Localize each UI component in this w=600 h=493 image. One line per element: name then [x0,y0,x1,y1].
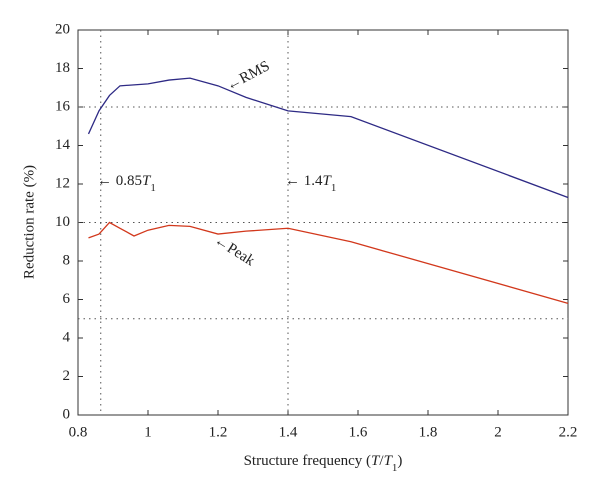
y-tick-label: 18 [55,60,70,76]
y-tick-label: 14 [55,137,71,153]
text-part: ← 0.85 [97,173,142,189]
text-part: ) [397,453,402,469]
plot-frame [77,29,569,416]
x-axis-label: Structure frequency (T/T1) [244,453,403,473]
line-series [88,221,569,304]
annotation: ← 1.4T1 [285,173,336,193]
text-part: T [371,453,381,469]
text-part: T [142,173,152,189]
x-tick-label: 1.8 [419,424,438,440]
text-part: T [323,173,333,189]
y-axis-label: Reduction rate (%) [21,165,37,279]
text-part: Structure frequency ( [244,453,371,469]
x-tick-label: 1 [144,424,152,440]
line-series [87,77,569,199]
y-tick-label: 0 [63,406,71,422]
y-tick-label: 20 [55,21,70,37]
y-tick-label: 12 [55,175,70,191]
y-tick-label: 2 [63,368,71,384]
annotation: ←Peak [211,233,257,270]
text-part: 1 [331,182,337,194]
x-tick-label: 2 [494,424,502,440]
y-tick-label: 16 [55,98,71,114]
text-part: 1 [392,462,398,474]
x-tick-label: 2.2 [559,424,578,440]
text-part: T [384,453,394,469]
y-tick-label: 4 [63,329,71,345]
annotation: ←RMS [224,59,273,95]
y-tick-label: 8 [63,252,71,268]
x-tick-label: 0.8 [69,424,88,440]
x-tick-label: 1.6 [349,424,368,440]
text-part: ←RMS [224,59,273,95]
x-tick-label: 1.4 [279,424,298,440]
text-part: / [379,453,384,469]
x-tick-label: 1.2 [209,424,228,440]
text-part: ←Peak [211,233,257,270]
y-tick-label: 10 [55,214,70,230]
text-part: ← 1.4 [285,173,323,189]
y-tick-label: 6 [63,291,71,307]
text-part: 1 [150,182,156,194]
annotation: ← 0.85T1 [97,173,156,193]
